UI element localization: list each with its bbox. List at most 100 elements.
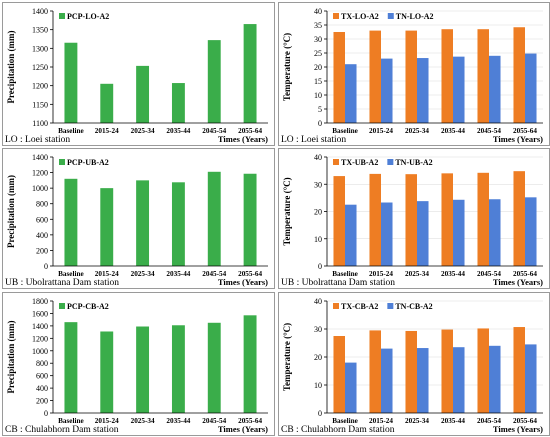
legend-label: TX-UB-A2 [341, 158, 378, 167]
bar [100, 331, 114, 413]
chart-panel-precip-loei: 1100 1150 1200 1250 1300 1350 1400 Baseline 2015… [2, 2, 275, 146]
bar [405, 30, 417, 124]
bar [243, 24, 257, 123]
x-tick-label: 2045-54 [202, 270, 226, 278]
y-tick-label: 30 [314, 35, 322, 44]
x-axis-title: Times (Years) [218, 277, 268, 287]
bar [489, 345, 501, 413]
legend-label: TN-UB-A2 [395, 158, 432, 167]
x-axis-title: Times (Years) [218, 424, 268, 434]
bar [405, 174, 417, 266]
x-tick-label: 2025-34 [405, 270, 429, 278]
y-tick-label: 800 [36, 200, 48, 209]
x-tick-label: 2045-54 [477, 417, 501, 425]
bar [381, 202, 393, 266]
chart-panel-temp-chulabhorn: 0 10 20 30 40 Baseline 2015-24 2025-34 2035-44 20… [278, 292, 550, 436]
station-label: UB : Ubolrattana Dam station [281, 278, 395, 288]
y-tick-label: 40 [314, 297, 322, 306]
bar [369, 330, 381, 413]
y-tick-label: 20 [314, 353, 322, 362]
x-tick-label: Baseline [332, 127, 358, 135]
legend-swatch [387, 303, 394, 309]
y-tick-label: 0 [318, 119, 322, 128]
legend-swatch [59, 159, 65, 165]
chart-svg: 0 10 20 30 40 Baseline 2015-24 2025-34 2035-44 20… [281, 153, 543, 288]
x-axis-title: Times (Years) [493, 277, 543, 287]
chart-svg: 0 200 400 600 800 1000 1200 1400 Baseline 2015-24… [5, 153, 268, 288]
legend-swatch [387, 13, 394, 19]
bar [207, 40, 221, 124]
bar [477, 172, 489, 266]
y-tick-label: 1250 [32, 63, 48, 72]
x-tick-label: 2035-44 [441, 127, 465, 135]
bar [369, 173, 381, 266]
x-tick-label: 2015-24 [95, 417, 119, 425]
x-tick-label: 2045-54 [477, 127, 501, 135]
x-tick-label: 2055-64 [513, 417, 537, 425]
bar [513, 171, 525, 266]
chart-svg: 1100 1150 1200 1250 1300 1350 1400 Baseline 2015… [5, 7, 268, 145]
y-tick-label: 1150 [32, 100, 48, 109]
y-tick-label: 1400 [32, 322, 48, 331]
y-tick-label: 1100 [32, 119, 48, 128]
chart-panel-precip-ubolrattana: 0 200 400 600 800 1000 1200 1400 Baseline 2015-24… [2, 148, 275, 289]
bar [513, 27, 525, 124]
legend-swatch [387, 159, 394, 165]
bar [64, 42, 78, 124]
x-tick-label: 2035-44 [441, 417, 465, 425]
chart-svg: 0 5 10 15 20 25 30 35 40 Baseline 2015-24 2025-34 20… [281, 7, 543, 145]
bar [381, 348, 393, 413]
bar [345, 362, 357, 413]
bar [345, 204, 357, 266]
chart-svg: 0 200 400 600 800 1000 1200 1400 1600 1800 Baselin… [5, 297, 268, 435]
y-axis-title: Precipitation (mm) [6, 320, 16, 393]
station-label: LO : Loei station [5, 135, 70, 145]
bar [417, 58, 429, 123]
y-tick-label: 10 [314, 381, 322, 390]
x-tick-label: 2055-64 [238, 127, 262, 135]
y-tick-label: 1200 [32, 334, 48, 343]
chart-panel-temp-ubolrattana: 0 10 20 30 40 Baseline 2015-24 2025-34 2035-44 20… [278, 148, 550, 289]
x-tick-label: 2035-44 [166, 417, 190, 425]
bar [441, 173, 453, 266]
station-label: UB : Ubolrattana Dam station [5, 278, 119, 288]
bar [525, 197, 537, 266]
y-tick-label: 1000 [32, 347, 48, 356]
legend-swatch [333, 13, 339, 19]
x-tick-label: Baseline [332, 417, 358, 425]
bar [136, 180, 150, 266]
legend-label: TN-LO-A2 [396, 12, 434, 21]
bar [64, 178, 78, 266]
legend-swatch [333, 303, 339, 309]
legend-swatch [333, 159, 339, 165]
x-tick-label: 2055-64 [513, 270, 537, 278]
y-tick-label: 1350 [32, 26, 48, 35]
bar [417, 201, 429, 266]
legend-label: PCP-UB-A2 [67, 158, 109, 167]
bar [369, 30, 381, 124]
x-tick-label: Baseline [58, 270, 84, 278]
bar [345, 64, 357, 123]
y-tick-label: 5 [318, 105, 322, 114]
y-axis-title: Temperature (°C) [282, 33, 292, 101]
x-tick-label: 2055-64 [238, 417, 262, 425]
x-tick-label: Baseline [58, 417, 84, 425]
bar [489, 55, 501, 123]
bar [513, 327, 525, 413]
y-tick-label: 10 [314, 235, 322, 244]
y-tick-label: 1000 [32, 184, 48, 193]
legend-label: PCP-LO-A2 [67, 12, 109, 21]
x-tick-label: 2045-54 [477, 270, 501, 278]
chart-svg: 0 10 20 30 40 Baseline 2015-24 2025-34 2035-44 20… [281, 297, 543, 435]
bar [100, 83, 114, 123]
legend-label: TX-CB-A2 [341, 302, 378, 311]
legend-label: TX-LO-A2 [341, 12, 379, 21]
bar [207, 171, 221, 266]
y-tick-label: 0 [44, 262, 48, 271]
bar [171, 325, 185, 413]
y-axis-title: Temperature (°C) [282, 177, 292, 245]
y-tick-label: 1400 [32, 153, 48, 162]
chart-panel-precip-chulabhorn: 0 200 400 600 800 1000 1200 1400 1600 1800 Baselin… [2, 292, 275, 436]
x-tick-label: 2035-44 [166, 270, 190, 278]
bar [417, 348, 429, 413]
